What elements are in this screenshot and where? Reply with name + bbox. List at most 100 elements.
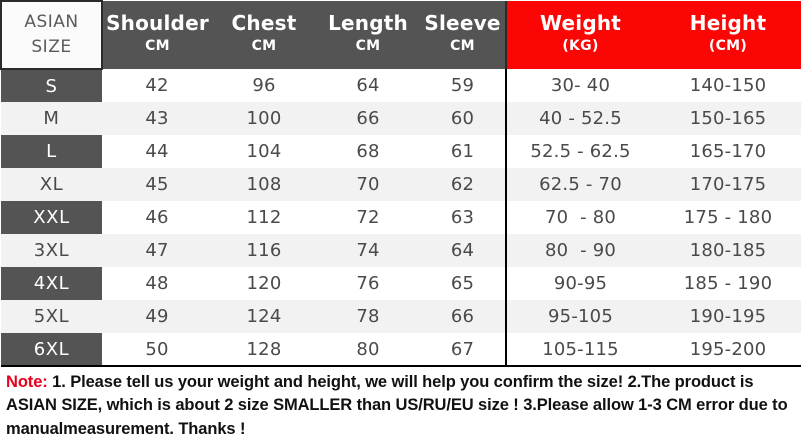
cell-sleeve: 64 (450, 240, 475, 261)
cell-shoulder: 44 (145, 141, 169, 162)
cell-weight: 40 - 52.5 (505, 102, 654, 135)
cell-height: 140-150 (689, 75, 767, 96)
header-row: ASIAN SIZE Shoulder CM Chest CM Length C… (0, 0, 801, 70)
column-header-asian-size: ASIAN SIZE (0, 0, 103, 70)
cell-weight: 90-95 (505, 267, 654, 300)
cell-chest: 120 (246, 273, 282, 294)
table-row: 4XL 48 120 76 65 90-95 185 - 190 (1, 267, 801, 300)
column-header-shoulder-unit: CM (145, 38, 170, 55)
cell-sleeve: 62 (450, 174, 475, 195)
cell-chest: 128 (246, 338, 282, 360)
cell-height: 190-195 (689, 306, 767, 327)
cell-shoulder: 49 (145, 306, 169, 327)
cell-sleeve: 63 (450, 207, 475, 228)
column-header-sleeve: Sleeve CM (420, 1, 506, 69)
cell-weight: 30- 40 (505, 69, 654, 102)
column-header-length-unit: CM (355, 38, 381, 55)
cell-shoulder: 50 (145, 338, 169, 360)
cell-sleeve: 60 (450, 108, 475, 129)
cell-sleeve: 61 (450, 141, 475, 162)
column-header-shoulder: Shoulder CM (102, 1, 212, 69)
column-header-length-label: Length (328, 11, 408, 36)
cell-sleeve: 66 (450, 306, 475, 327)
cell-sleeve: 59 (450, 75, 475, 96)
table-row: M 43 100 66 60 40 - 52.5 150-165 (1, 102, 801, 135)
table-row: XXL 46 112 72 63 70 - 80 175 - 180 (1, 201, 801, 234)
note-label: Note: (6, 373, 48, 391)
cell-size: 4XL (1, 267, 102, 300)
size-chart-table: ASIAN SIZE Shoulder CM Chest CM Length C… (0, 0, 801, 367)
column-header-chest: Chest CM (212, 1, 316, 69)
cell-chest: 112 (246, 207, 282, 228)
cell-height: 175 - 180 (683, 207, 773, 228)
cell-size: S (1, 69, 102, 102)
cell-size: 3XL (1, 234, 102, 267)
cell-length: 80 (356, 338, 380, 360)
cell-size: M (1, 102, 102, 135)
cell-size: L (1, 135, 102, 168)
table-row: 3XL 47 116 74 64 80 - 90 180-185 (1, 234, 801, 267)
cell-sleeve: 65 (450, 273, 475, 294)
cell-size: XL (1, 168, 102, 201)
cell-chest: 104 (246, 141, 282, 162)
note-body: 1. Please tell us your weight and height… (6, 373, 788, 438)
table-body: S 42 96 64 59 30- 40 140-150 M 43 100 66 60 40 - 52.… (1, 69, 801, 366)
cell-length: 76 (356, 273, 380, 294)
cell-length: 70 (356, 174, 380, 195)
cell-shoulder: 42 (145, 75, 169, 96)
column-header-height-unit: (CM) (708, 38, 748, 55)
cell-chest: 124 (246, 306, 282, 327)
cell-sleeve: 67 (450, 338, 475, 360)
cell-height: 195-200 (689, 338, 767, 360)
cell-weight: 105-115 (505, 333, 654, 366)
cell-height: 150-165 (689, 108, 767, 129)
cell-length: 68 (356, 141, 380, 162)
cell-shoulder: 48 (145, 273, 169, 294)
cell-height: 185 - 190 (683, 273, 773, 294)
note-text: Note: 1. Please tell us your weight and … (0, 367, 801, 441)
cell-shoulder: 46 (145, 207, 169, 228)
cell-chest: 116 (246, 240, 282, 261)
cell-shoulder: 43 (145, 108, 169, 129)
cell-weight: 62.5 - 70 (505, 168, 654, 201)
cell-length: 66 (356, 108, 380, 129)
cell-size: 6XL (1, 333, 102, 366)
table-row: S 42 96 64 59 30- 40 140-150 (1, 69, 801, 102)
cell-weight: 70 - 80 (505, 201, 654, 234)
table-row: L 44 104 68 61 52.5 - 62.5 165-170 (1, 135, 801, 168)
column-header-shoulder-label: Shoulder (106, 11, 209, 36)
column-header-sleeve-unit: CM (450, 38, 475, 55)
cell-weight: 95-105 (505, 300, 654, 333)
cell-length: 74 (356, 240, 380, 261)
cell-size: XXL (1, 201, 102, 234)
column-header-asian-size-label: ASIAN (24, 12, 79, 33)
column-header-asian-size-sub: SIZE (31, 37, 72, 57)
table-row: XL 45 108 70 62 62.5 - 70 170-175 (1, 168, 801, 201)
cell-weight: 52.5 - 62.5 (505, 135, 654, 168)
cell-shoulder: 45 (145, 174, 169, 195)
column-header-height-label: Height (689, 11, 767, 36)
table-row: 6XL 50 128 80 67 105-115 195-200 (1, 333, 801, 366)
cell-weight: 80 - 90 (505, 234, 654, 267)
cell-length: 64 (356, 75, 380, 96)
column-header-weight: Weight (KG) (505, 1, 654, 69)
column-header-height: Height (CM) (654, 1, 801, 69)
column-header-chest-unit: CM (251, 38, 277, 55)
column-header-sleeve-label: Sleeve (424, 11, 501, 36)
cell-size: 5XL (1, 300, 102, 333)
table-header: ASIAN SIZE Shoulder CM Chest CM Length C… (0, 0, 801, 70)
cell-chest: 100 (246, 108, 282, 129)
column-header-chest-label: Chest (231, 11, 297, 36)
column-header-weight-unit: (KG) (562, 38, 599, 55)
cell-length: 72 (356, 207, 380, 228)
column-header-weight-label: Weight (539, 11, 622, 36)
table-row: 5XL 49 124 78 66 95-105 190-195 (1, 300, 801, 333)
cell-length: 78 (356, 306, 380, 327)
cell-height: 170-175 (689, 174, 767, 195)
cell-chest: 96 (252, 75, 276, 96)
column-header-length: Length CM (316, 1, 420, 69)
cell-height: 180-185 (689, 240, 767, 261)
cell-height: 165-170 (689, 141, 767, 162)
cell-shoulder: 47 (145, 240, 169, 261)
